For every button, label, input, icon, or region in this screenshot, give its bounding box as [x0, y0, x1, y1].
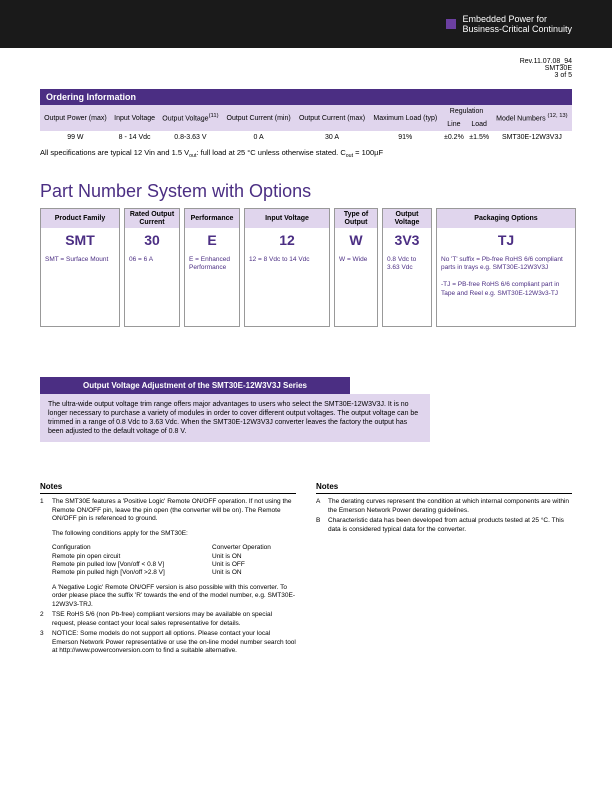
top-bar-content: Embedded Power for Business-Critical Con…	[446, 14, 572, 34]
brand-line-1: Embedded Power for	[462, 14, 572, 24]
note-text: The derating curves represent the condit…	[328, 498, 572, 515]
notes-section: Notes 1The SMT30E features a 'Positive L…	[40, 482, 572, 657]
col-output-voltage: Output Voltage(11)	[158, 105, 222, 131]
note-item: 2TSE RoHS 5/6 (non Pb-free) compliant ve…	[40, 611, 296, 628]
model-label: SMT30E	[40, 65, 572, 72]
col-max-load: Maximum Load (typ)	[369, 105, 441, 131]
note-item: BCharacteristic data has been developed …	[316, 517, 572, 534]
option-head: Packaging Options	[436, 208, 576, 228]
col-input-voltage: Input Voltage	[111, 105, 159, 131]
note-letter: A	[316, 498, 328, 515]
option-head: Type of Output	[334, 208, 378, 228]
option-head: Input Voltage	[244, 208, 330, 228]
adjustment-box-body: The ultra-wide output voltage trim range…	[40, 394, 430, 442]
col-current-min: Output Current (min)	[222, 105, 294, 131]
note-item: AThe derating curves represent the condi…	[316, 498, 572, 515]
option-desc: E = Enhanced Performance	[184, 252, 240, 327]
note-number: 1	[40, 498, 52, 609]
option-desc: 06 = 6 A	[124, 252, 180, 327]
option-box: Output Voltage3V30.8 Vdc to 3.63 Vdc	[382, 208, 432, 327]
note-text: Characteristic data has been developed f…	[328, 517, 572, 534]
option-box: PerformanceEE = Enhanced Performance	[184, 208, 240, 327]
col-reg-load: Load	[467, 118, 492, 131]
brand-icon	[446, 19, 456, 29]
option-head: Performance	[184, 208, 240, 228]
brand-text: Embedded Power for Business-Critical Con…	[462, 14, 572, 34]
option-value: 30	[124, 228, 180, 252]
col-current-max: Output Current (max)	[295, 105, 369, 131]
option-box: Product FamilySMTSMT = Surface Mount	[40, 208, 120, 327]
option-desc: W = Wide	[334, 252, 378, 327]
option-desc: No 'T' suffix = Pb-free RoHS 6/6 complia…	[436, 252, 576, 327]
option-box: Packaging OptionsTJNo 'T' suffix = Pb-fr…	[436, 208, 576, 327]
note-item: 1The SMT30E features a 'Positive Logic' …	[40, 498, 296, 609]
option-value: 3V3	[382, 228, 432, 252]
option-desc: SMT = Surface Mount	[40, 252, 120, 327]
rev-label: Rev.11.07.08_94	[40, 58, 572, 65]
option-box: Input Voltage1212 = 8 Vdc to 14 Vdc	[244, 208, 330, 327]
notes-right-title: Notes	[316, 482, 572, 494]
col-model-numbers: Model Numbers (12, 13)	[492, 105, 572, 131]
note-number: 3	[40, 630, 52, 655]
ordering-section-title: Ordering Information	[40, 89, 572, 105]
notes-left: Notes 1The SMT30E features a 'Positive L…	[40, 482, 296, 657]
option-head: Output Voltage	[382, 208, 432, 228]
option-box: Type of OutputWW = Wide	[334, 208, 378, 327]
part-number-title: Part Number System with Options	[40, 181, 572, 202]
note-number: 2	[40, 611, 52, 628]
notes-left-title: Notes	[40, 482, 296, 494]
option-head: Rated Output Current	[124, 208, 180, 228]
brand-line-2: Business-Critical Continuity	[462, 24, 572, 34]
spec-footnote: All specifications are typical 12 Vin an…	[40, 148, 572, 157]
adjustment-box-title: Output Voltage Adjustment of the SMT30E-…	[40, 377, 350, 394]
option-head: Product Family	[40, 208, 120, 228]
option-desc: 0.8 Vdc to 3.63 Vdc	[382, 252, 432, 327]
note-item: 3NOTICE: Some models do not support all …	[40, 630, 296, 655]
note-text: The SMT30E features a 'Positive Logic' R…	[52, 498, 296, 609]
option-desc: 12 = 8 Vdc to 14 Vdc	[244, 252, 330, 327]
options-row: Product FamilySMTSMT = Surface MountRate…	[40, 208, 572, 327]
ordering-table: Output Power (max) Input Voltage Output …	[40, 105, 572, 144]
option-value: SMT	[40, 228, 120, 252]
option-value: W	[334, 228, 378, 252]
note-text: NOTICE: Some models do not support all o…	[52, 630, 296, 655]
note-letter: B	[316, 517, 328, 534]
col-regulation: Regulation	[441, 105, 492, 118]
col-reg-line: Line	[441, 118, 466, 131]
page-meta: Rev.11.07.08_94 SMT30E 3 of 5	[40, 58, 572, 79]
notes-right: Notes AThe derating curves represent the…	[316, 482, 572, 657]
option-value: 12	[244, 228, 330, 252]
option-box: Rated Output Current3006 = 6 A	[124, 208, 180, 327]
note-text: TSE RoHS 5/6 (non Pb-free) compliant ver…	[52, 611, 296, 628]
top-bar: Embedded Power for Business-Critical Con…	[0, 0, 612, 48]
col-output-power: Output Power (max)	[40, 105, 111, 131]
option-value: E	[184, 228, 240, 252]
page-num-label: 3 of 5	[40, 72, 572, 79]
option-value: TJ	[436, 228, 576, 252]
ordering-row: 99 W 8 - 14 Vdc 0.8-3.63 V 0 A 30 A 91% …	[40, 131, 572, 144]
page-body: Rev.11.07.08_94 SMT30E 3 of 5 Ordering I…	[0, 48, 612, 697]
